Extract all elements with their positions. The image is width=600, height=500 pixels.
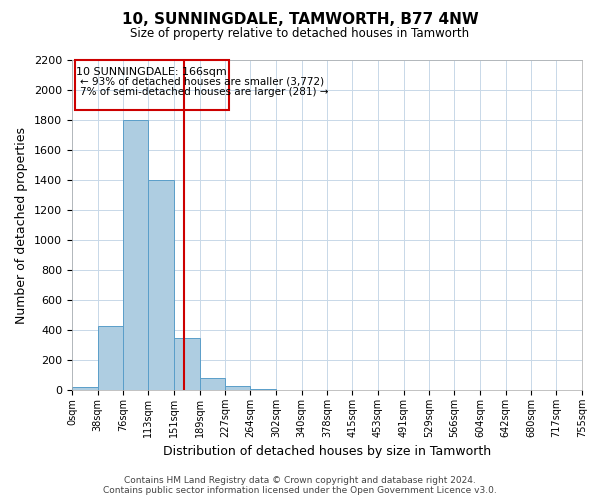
X-axis label: Distribution of detached houses by size in Tamworth: Distribution of detached houses by size … <box>163 446 491 458</box>
Bar <box>174 338 200 390</box>
Text: Contains public sector information licensed under the Open Government Licence v3: Contains public sector information licen… <box>103 486 497 495</box>
Bar <box>72 387 98 390</box>
Bar <box>226 386 250 390</box>
Bar <box>124 120 148 390</box>
Bar <box>148 180 174 390</box>
Text: 10, SUNNINGDALE, TAMWORTH, B77 4NW: 10, SUNNINGDALE, TAMWORTH, B77 4NW <box>122 12 478 28</box>
Text: ← 93% of detached houses are smaller (3,772): ← 93% of detached houses are smaller (3,… <box>80 76 324 86</box>
Text: Contains HM Land Registry data © Crown copyright and database right 2024.: Contains HM Land Registry data © Crown c… <box>124 476 476 485</box>
Y-axis label: Number of detached properties: Number of detached properties <box>16 126 28 324</box>
Bar <box>200 378 226 390</box>
Text: 7% of semi-detached houses are larger (281) →: 7% of semi-detached houses are larger (2… <box>80 87 329 97</box>
Bar <box>75 60 229 110</box>
Bar <box>98 326 124 390</box>
Text: 10 SUNNINGDALE: 166sqm: 10 SUNNINGDALE: 166sqm <box>76 66 227 76</box>
Bar <box>250 389 276 390</box>
Text: Size of property relative to detached houses in Tamworth: Size of property relative to detached ho… <box>130 28 470 40</box>
